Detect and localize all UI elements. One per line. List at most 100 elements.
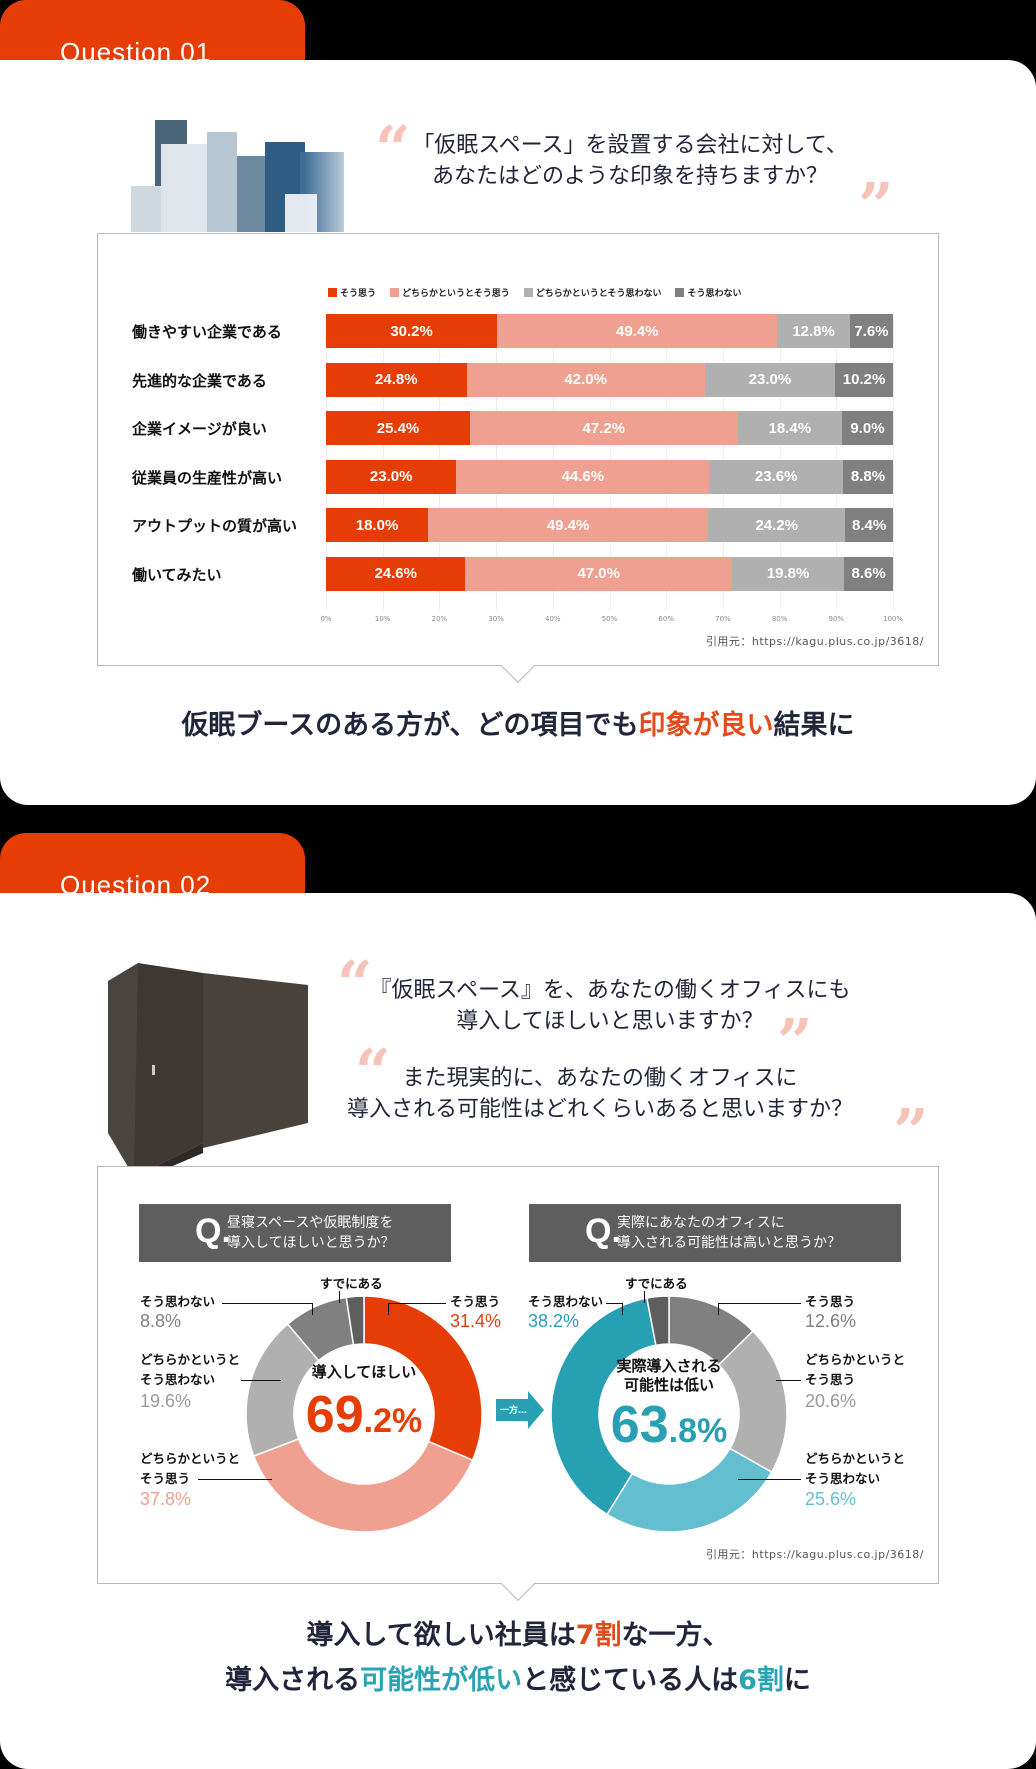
donut2-value-agree: 12.6% bbox=[805, 1311, 857, 1331]
bar-segment: 25.4% bbox=[326, 411, 471, 445]
x-tick-label: 20% bbox=[431, 615, 448, 623]
donut1-value-disagree: 8.8% bbox=[140, 1311, 182, 1331]
bar-segment: 8.4% bbox=[845, 508, 893, 542]
gridline bbox=[893, 314, 894, 610]
donut1-label-somewhat-disagree: どちらかというと そう思わない bbox=[140, 1352, 241, 1387]
bar-segment: 7.6% bbox=[849, 314, 893, 348]
donut2-value-somewhat-agree: 20.6% bbox=[805, 1391, 857, 1411]
q2-headline: 導入して欲しい社員は7割な一方、 導入される可能性が低いと感じている人は6割に bbox=[225, 1620, 811, 1696]
x-tick-label: 0% bbox=[320, 615, 332, 623]
x-tick-label: 70% bbox=[715, 615, 731, 623]
x-tick-label: 50% bbox=[601, 615, 618, 623]
stacked-bar: 25.4% 47.2% 18.4% 9.0% bbox=[326, 411, 893, 445]
donut1-value-somewhat-disagree: 19.6% bbox=[140, 1391, 192, 1411]
bar-segment: 44.6% bbox=[456, 459, 710, 494]
bar-segment: 24.8% bbox=[326, 362, 467, 397]
donut2-value-somewhat-disagree: 25.6% bbox=[805, 1489, 857, 1509]
legend-item-disagree: そう思わない bbox=[675, 286, 742, 299]
chart-legend: そう思う どちらかというとそう思う どちらかというとそう思わない そう思わない bbox=[328, 286, 742, 299]
x-tick-label: 40% bbox=[545, 615, 561, 623]
q1-question-text: 「仮眠スペース」を設置する会社に対して、 あなたはどのような印象を持ちますか？ bbox=[412, 133, 848, 189]
bar-row-label: 働いてみたい bbox=[132, 565, 222, 584]
donut1-center-label: 導入してほしい bbox=[311, 1363, 417, 1381]
bar-segment: 49.4% bbox=[497, 314, 778, 348]
q2-chart2-question-box: Q. 実際にあなたのオフィスに 導入される可能性は高いと思うか？ bbox=[529, 1204, 901, 1262]
stacked-bar: 30.2% 49.4% 12.8% 7.6% bbox=[326, 314, 893, 348]
question-01-panel: “ 「仮眠スペース」を設置する会社に対して、 あなたはどのような印象を持ちますか… bbox=[0, 60, 1036, 805]
arrow-right-icon bbox=[496, 1391, 544, 1429]
bar-segment: 19.8% bbox=[731, 556, 845, 591]
donut-slice bbox=[646, 1295, 670, 1347]
donut1-label-agree: そう思う bbox=[450, 1294, 501, 1309]
donut1-value-somewhat-agree: 37.8% bbox=[140, 1489, 192, 1509]
donut1-label-somewhat-agree: どちらかというと そう思う bbox=[140, 1451, 241, 1486]
donut1-value-agree: 31.4% bbox=[450, 1311, 502, 1331]
q2-question-1-text: 『仮眠スペース』を、あなたの働くオフィスにも 導入してほしいと思いますか？ bbox=[369, 978, 851, 1034]
close-quote-icon: ” bbox=[893, 1095, 929, 1168]
bar-segment: 8.8% bbox=[843, 459, 893, 494]
bar-segment: 49.4% bbox=[428, 508, 709, 542]
close-quote-icon: ” bbox=[777, 1005, 813, 1078]
x-tick-label: 80% bbox=[771, 615, 788, 623]
bar-segment: 10.2% bbox=[835, 362, 893, 397]
x-tick-label: 90% bbox=[828, 615, 845, 623]
donut-chart-want-introduction bbox=[245, 1295, 483, 1533]
bar-row-label: 企業イメージが良い bbox=[132, 420, 267, 438]
q2-chart-box: Q. 昼寝スペースや仮眠制度を 導入してほしいと思うか？ Q. 実際にあなたのオフ… bbox=[97, 1166, 939, 1584]
nap-booth-image bbox=[108, 963, 308, 1177]
bar-row-label: 働きやすい企業である bbox=[132, 323, 282, 341]
q1-source-citation: 引用元：https://kagu.plus.co.jp/3618/ bbox=[705, 635, 924, 648]
question-02-panel: “ 『仮眠スペース』を、あなたの働くオフィスにも 導入してほしいと思いますか？ … bbox=[0, 893, 1036, 1769]
legend-item-agree: そう思う bbox=[328, 286, 376, 299]
open-quote-icon: “ bbox=[355, 1035, 391, 1108]
bar-segment: 24.6% bbox=[326, 556, 466, 591]
stacked-bar: 24.6% 47.0% 19.8% 8.6% bbox=[326, 556, 893, 591]
open-quote-icon: “ bbox=[375, 112, 411, 185]
bar-segment: 8.6% bbox=[844, 556, 893, 591]
bar-segment: 23.0% bbox=[704, 362, 836, 397]
donut1-label-already: すでにある bbox=[320, 1276, 383, 1291]
donut2-center-label: 実際導入される 可能性は低い bbox=[616, 1357, 722, 1394]
q1-chart-box: そう思う どちらかというとそう思う どちらかというとそう思わない そう思わない … bbox=[97, 233, 939, 666]
stacked-bar: 23.0% 44.6% 23.6% 8.8% bbox=[326, 459, 893, 494]
bar-row-label: 従業員の生産性が高い bbox=[132, 468, 283, 487]
bar-segment: 18.0% bbox=[326, 508, 429, 542]
city-skyline-image bbox=[125, 116, 365, 232]
x-tick-label: 60% bbox=[658, 615, 674, 623]
q1-headline: 仮眠ブースのある方が、どの項目でも印象が良い結果に bbox=[181, 710, 855, 741]
donut-chart-likelihood bbox=[550, 1295, 788, 1533]
donut2-label-agree: そう思う bbox=[805, 1294, 856, 1309]
donut-slice bbox=[363, 1295, 483, 1462]
bar-segment: 23.0% bbox=[326, 459, 457, 494]
stacked-bar: 18.0% 49.4% 24.2% 8.4% bbox=[326, 508, 893, 542]
close-quote-icon: ” bbox=[858, 169, 894, 242]
donut2-center-value: 63.8% bbox=[610, 1396, 728, 1454]
x-tick-label: 10% bbox=[374, 615, 391, 623]
donut-slice bbox=[252, 1437, 474, 1533]
bar-segment: 24.2% bbox=[708, 508, 846, 542]
stacked-bar: 24.8% 42.0% 23.0% 10.2% bbox=[326, 362, 893, 397]
donut1-center-value: 69.2% bbox=[305, 1386, 423, 1444]
donut2-value-disagree: 38.2% bbox=[528, 1311, 580, 1331]
donut-slice bbox=[345, 1295, 365, 1346]
bar-segment: 9.0% bbox=[841, 411, 893, 445]
bar-segment: 23.6% bbox=[709, 459, 844, 494]
bar-row-label: アウトプットの質が高い bbox=[132, 517, 298, 535]
donut1-label-disagree: そう思わない bbox=[140, 1294, 216, 1309]
open-quote-icon: “ bbox=[337, 947, 373, 1020]
bar-segment: 42.0% bbox=[466, 362, 705, 397]
x-tick-label: 100% bbox=[882, 615, 904, 623]
q2-source-citation: 引用元：https://kagu.plus.co.jp/3618/ bbox=[705, 1548, 924, 1561]
donut2-label-already: すでにある bbox=[625, 1276, 688, 1291]
donut-slice bbox=[550, 1297, 657, 1516]
arrow-label: 一方… bbox=[500, 1406, 528, 1416]
donut2-label-disagree: そう思わない bbox=[528, 1294, 604, 1309]
bar-segment: 47.2% bbox=[470, 411, 738, 445]
legend-item-somewhat-agree: どちらかというとそう思う bbox=[390, 286, 510, 299]
donut2-label-somewhat-disagree: どちらかというと そう思わない bbox=[805, 1451, 906, 1486]
legend-item-somewhat-disagree: どちらかというとそう思わない bbox=[523, 286, 661, 299]
q2-question-2-text: また現実的に、あなたの働くオフィスに 導入される可能性はどれくらいあると思います… bbox=[346, 1066, 853, 1122]
bar-segment: 12.8% bbox=[777, 314, 850, 348]
bar-segment: 18.4% bbox=[737, 411, 842, 445]
bar-row-label: 先進的な企業である bbox=[132, 371, 267, 390]
